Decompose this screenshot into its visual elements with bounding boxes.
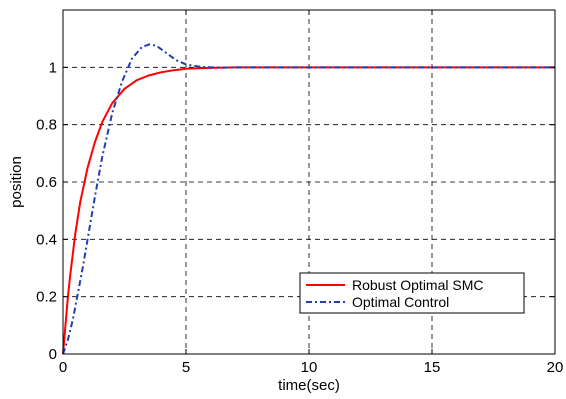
- y-tick-label: 0.4: [36, 231, 57, 248]
- tick-labels: 0 5 10 15 20 0 0.2 0.4 0.6 0.8 1: [36, 59, 563, 376]
- legend: Robust Optimal SMC Optimal Control: [299, 272, 525, 314]
- y-tick-label: 0.8: [36, 117, 57, 134]
- legend-box: [299, 272, 525, 314]
- y-tick-label: 0: [49, 346, 57, 363]
- x-tick-label: 15: [424, 359, 441, 376]
- legend-label-optimal-control: Optimal Control: [352, 294, 449, 310]
- y-tick-label: 0.2: [36, 289, 57, 306]
- y-axis-label: position: [8, 156, 25, 208]
- x-axis-label: time(sec): [278, 377, 340, 394]
- series-line-optimal-control: [62, 43, 555, 355]
- x-tick-label: 5: [182, 359, 190, 376]
- series-group: [62, 43, 555, 355]
- ticks: [62, 10, 556, 355]
- legend-label-robust-optimal-smc: Robust Optimal SMC: [352, 277, 483, 293]
- y-tick-label: 1: [49, 59, 57, 76]
- x-tick-label: 20: [547, 359, 564, 376]
- y-tick-label: 0.6: [36, 174, 57, 191]
- x-tick-label: 0: [59, 359, 67, 376]
- x-tick-label: 10: [301, 359, 318, 376]
